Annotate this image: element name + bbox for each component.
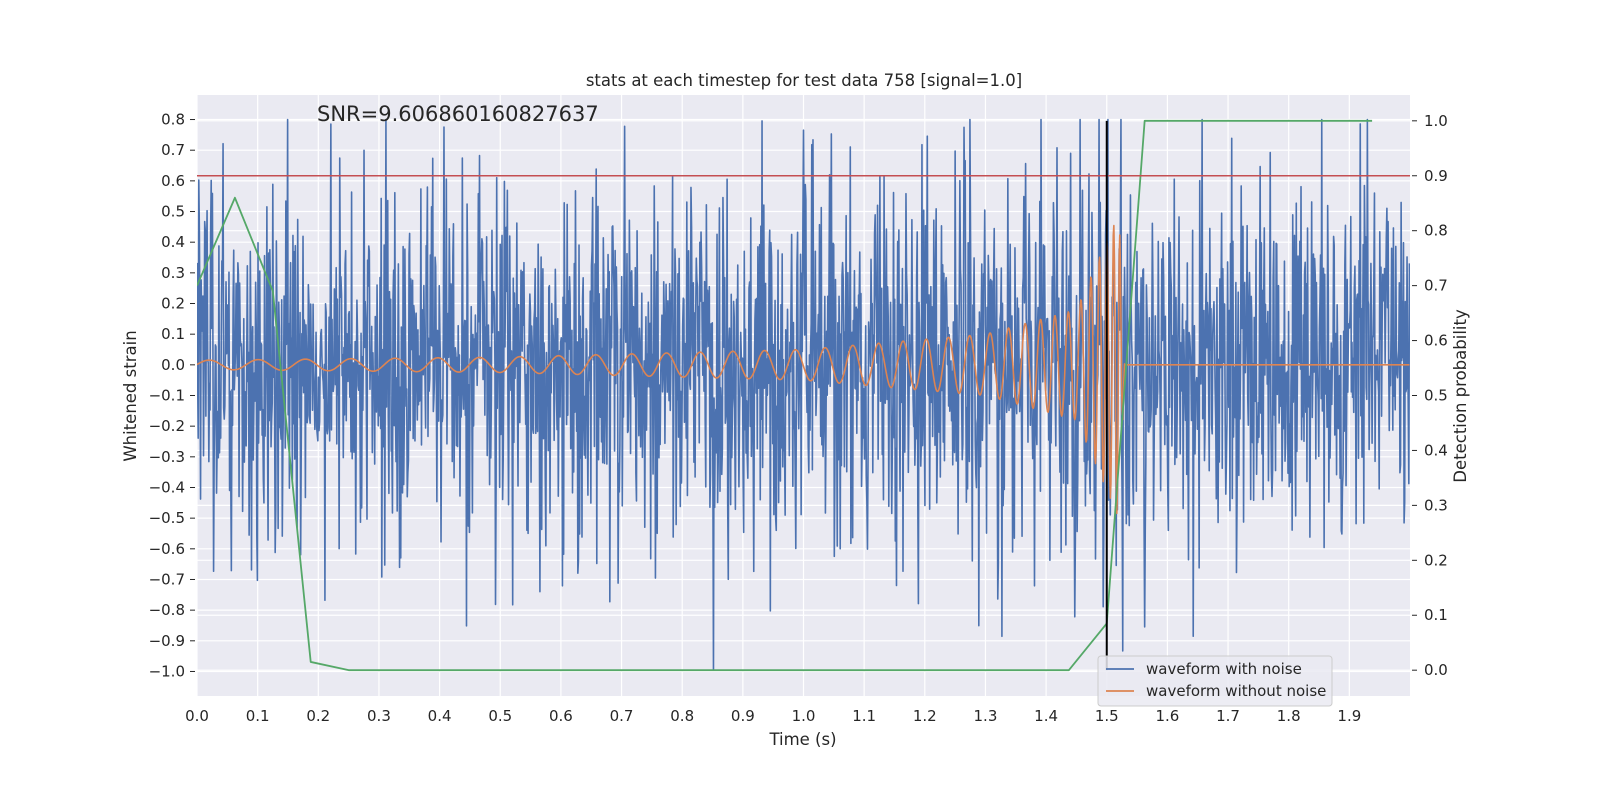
- x-tick-label: 0.7: [610, 707, 634, 725]
- legend-label-noisy: waveform with noise: [1146, 660, 1302, 678]
- legend-box: [1097, 655, 1333, 707]
- series-layer: [197, 118, 1410, 672]
- x-tick-label: 0.4: [428, 707, 452, 725]
- y-right-tick-label: 0.7: [1424, 277, 1448, 295]
- x-axis-ticks: 0.0 0.1 0.2 0.3 0.4 0.5 0.6 0.7 0.8 0.9 1.0 1.1 1.2 1…: [185, 707, 1361, 725]
- y-tick-label: −0.9: [149, 632, 185, 650]
- y-tick-label: −0.2: [149, 417, 185, 435]
- y-axis-label: Whitened strain: [121, 330, 140, 461]
- series-waveform-without-noise: [197, 224, 1410, 515]
- y-right-axis-ticks: 1.0 0.9 0.8 0.7 0.6 0.5 0.4 0.3 0.2 0.1 0.0: [1412, 112, 1448, 679]
- x-tick-label: 1.7: [1216, 707, 1240, 725]
- y-right-tick-label: 0.3: [1424, 496, 1448, 514]
- chart-title: stats at each timestep for test data 758…: [586, 71, 1022, 90]
- y-tick-label: 0.6: [161, 172, 185, 190]
- y-right-tick-label: 0.9: [1424, 167, 1448, 185]
- y-tick-label: −0.6: [149, 540, 185, 558]
- y-right-tick-label: 0.2: [1424, 551, 1448, 569]
- x-tick-label: 1.4: [1034, 707, 1058, 725]
- x-tick-label: 1.0: [792, 707, 816, 725]
- y-right-tick-label: 0.4: [1424, 441, 1448, 459]
- legend: waveform with noise waveform without noi…: [1097, 655, 1333, 707]
- y-right-tick-label: 0.6: [1424, 332, 1448, 350]
- y-tick-label: −0.5: [149, 509, 185, 527]
- y-tick-label: 0.5: [161, 203, 185, 221]
- x-tick-label: 1.9: [1337, 707, 1361, 725]
- y-tick-label: −0.1: [149, 387, 185, 405]
- x-tick-label: 0.3: [367, 707, 391, 725]
- series-detection-probability: [197, 119, 1373, 672]
- snr-annotation: SNR=9.606860160827637: [317, 102, 599, 126]
- y-right-tick-label: 0.8: [1424, 222, 1448, 240]
- y-tick-label: 0.3: [161, 264, 185, 282]
- x-tick-label: 0.8: [670, 707, 694, 725]
- y-tick-label: 0.1: [161, 325, 185, 343]
- y-tick-label: 0.0: [161, 356, 185, 374]
- y-tick-label: 0.7: [161, 141, 185, 159]
- x-tick-label: 1.1: [852, 707, 876, 725]
- y-axis-ticks: 0.8 0.7 0.6 0.5 0.4 0.3 0.2 0.1 0.0 −0.1 −0.2 −0.3 −…: [149, 111, 195, 680]
- y-tick-label: 0.2: [161, 295, 185, 313]
- y-tick-label: −0.8: [149, 601, 185, 619]
- y-tick-label: 0.8: [161, 111, 185, 129]
- x-tick-label: 0.5: [488, 707, 512, 725]
- legend-label-clean: waveform without noise: [1146, 682, 1326, 700]
- x-tick-label: 0.1: [246, 707, 270, 725]
- x-tick-label: 0.9: [731, 707, 755, 725]
- x-tick-label: 1.6: [1155, 707, 1179, 725]
- x-axis-label: Time (s): [768, 730, 836, 749]
- x-tick-label: 1.8: [1277, 707, 1301, 725]
- y-right-tick-label: 1.0: [1424, 112, 1448, 130]
- y-tick-label: −1.0: [149, 662, 185, 680]
- x-tick-label: 1.3: [974, 707, 998, 725]
- y-right-tick-label: 0.0: [1424, 661, 1448, 679]
- y-tick-label: −0.7: [149, 570, 185, 588]
- x-tick-label: 0.2: [306, 707, 330, 725]
- x-tick-label: 1.5: [1095, 707, 1119, 725]
- y-right-tick-label: 0.5: [1424, 387, 1448, 405]
- x-tick-label: 0.6: [549, 707, 573, 725]
- x-tick-label: 1.2: [913, 707, 937, 725]
- y-tick-label: 0.4: [161, 233, 185, 251]
- y-tick-label: −0.4: [149, 478, 185, 496]
- x-tick-label: 0.0: [185, 707, 209, 725]
- y-right-axis-label: Detection probability: [1451, 309, 1470, 483]
- y-tick-label: −0.3: [149, 448, 185, 466]
- y-right-tick-label: 0.1: [1424, 606, 1448, 624]
